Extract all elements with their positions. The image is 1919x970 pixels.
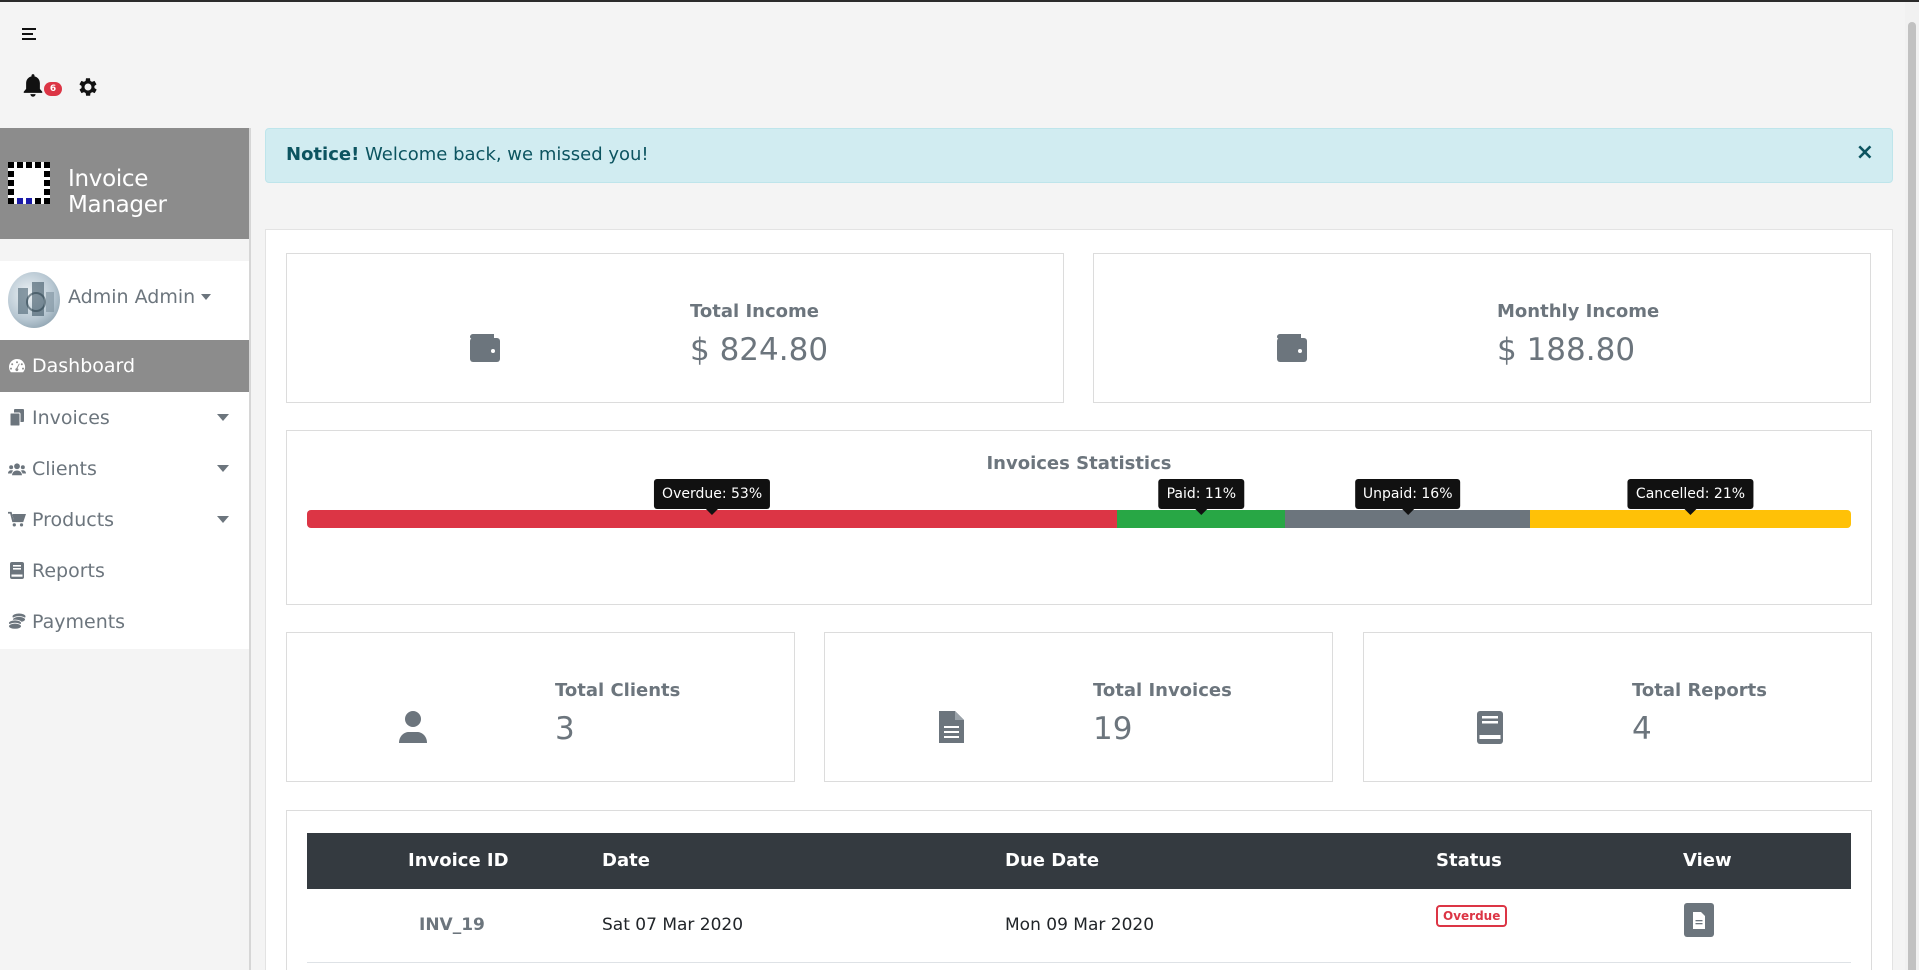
table-header: Invoice ID Date Due Date Status View <box>307 833 1851 889</box>
close-icon[interactable]: × <box>1855 140 1874 165</box>
user-name: Admin Admin <box>68 286 212 308</box>
invoice-statistics-card: Invoices Statistics Overdue: 53% Paid: 11… <box>286 430 1872 605</box>
sidebar-item-label: Reports <box>32 559 105 582</box>
copy-file-icon <box>8 409 26 427</box>
monthly-income-card: Monthly Income $ 188.80 <box>1093 253 1871 403</box>
invoice-statistics-title: Invoices Statistics <box>986 453 1172 474</box>
sidebar-item-label: Products <box>32 508 115 531</box>
page-scrollbar[interactable] <box>1905 2 1919 970</box>
monthly-income-value: $ 188.80 <box>1497 332 1636 368</box>
scrollbar-thumb[interactable] <box>1908 22 1916 970</box>
column-header-date[interactable]: Date <box>602 850 650 871</box>
sidebar-item-products[interactable]: Products <box>0 494 249 545</box>
total-invoices-card: Total Invoices 19 <box>824 632 1333 782</box>
total-reports-value: 4 <box>1632 711 1652 747</box>
file-text-icon <box>939 711 964 743</box>
notice-strong: Notice! <box>286 144 360 165</box>
total-clients-card: Total Clients 3 <box>286 632 795 782</box>
invoice-date: Sat 07 Mar 2020 <box>602 915 744 935</box>
notification-count-badge: 6 <box>44 82 62 96</box>
column-header-invoice-id[interactable]: Invoice ID <box>408 850 509 871</box>
total-reports-label: Total Reports <box>1632 680 1767 701</box>
total-income-value: $ 824.80 <box>690 332 829 368</box>
total-invoices-value: 19 <box>1093 711 1133 747</box>
total-income-label: Total Income <box>690 301 819 322</box>
app-title: Invoice Manager <box>68 166 167 218</box>
book-icon <box>1477 711 1503 744</box>
avatar <box>8 272 60 328</box>
table-row: INV_19 Sat 07 Mar 2020 Mon 09 Mar 2020 O… <box>307 889 1851 963</box>
invoice-due-date: Mon 09 Mar 2020 <box>1005 915 1155 935</box>
sidebar-nav: Dashboard Invoices Clients Pr <box>0 340 249 647</box>
dashboard-icon <box>8 357 26 375</box>
progress-segment[interactable] <box>1285 510 1530 528</box>
user-icon <box>399 711 427 743</box>
coins-icon <box>8 613 26 631</box>
chevron-down-icon <box>217 414 229 421</box>
dashboard-content: Total Income $ 824.80 Monthly Income $ 1… <box>265 229 1893 970</box>
cart-icon <box>8 511 26 529</box>
total-reports-card: Total Reports 4 <box>1363 632 1872 782</box>
file-icon <box>1693 911 1705 929</box>
sidebar: Invoice Manager Admin Admin Dashboard <box>0 128 251 970</box>
notice-alert: Notice! Welcome back, we missed you! × <box>265 128 1893 183</box>
wallet-icon <box>470 334 500 362</box>
invoice-status-progress-bar <box>307 510 1851 528</box>
progress-tooltip: Unpaid: 16% <box>1354 479 1461 515</box>
notice-text: Notice! Welcome back, we missed you! <box>286 144 649 165</box>
invoices-table-card: Invoice ID Date Due Date Status View INV… <box>286 810 1872 970</box>
status-badge: Overdue <box>1436 905 1508 927</box>
sidebar-item-label: Payments <box>32 610 126 633</box>
column-header-view[interactable]: View <box>1683 850 1732 871</box>
progress-segment[interactable] <box>1529 510 1851 528</box>
total-clients-label: Total Clients <box>555 680 681 701</box>
invoice-id-link[interactable]: INV_19 <box>419 915 485 935</box>
book-icon <box>8 562 26 580</box>
monthly-income-label: Monthly Income <box>1497 301 1660 322</box>
column-header-due-date[interactable]: Due Date <box>1005 850 1100 871</box>
avatar-image <box>18 282 54 316</box>
total-clients-value: 3 <box>555 711 575 747</box>
wallet-icon <box>1277 334 1307 362</box>
sidebar-item-invoices[interactable]: Invoices <box>0 392 249 443</box>
chevron-down-icon <box>217 465 229 472</box>
chevron-down-icon <box>201 294 212 300</box>
user-name-text: Admin Admin <box>68 286 196 308</box>
sidebar-item-label: Clients <box>32 457 97 480</box>
sidebar-item-clients[interactable]: Clients <box>0 443 249 494</box>
users-icon <box>8 460 26 478</box>
total-invoices-label: Total Invoices <box>1093 680 1232 701</box>
sidebar-item-payments[interactable]: Payments <box>0 596 249 647</box>
column-header-status[interactable]: Status <box>1436 850 1502 871</box>
sidebar-item-reports[interactable]: Reports <box>0 545 249 596</box>
progress-segment[interactable] <box>307 510 1118 528</box>
progress-tooltip: Paid: 11% <box>1158 479 1245 515</box>
menu-toggle-icon[interactable] <box>22 28 38 44</box>
sidebar-item-label: Dashboard <box>32 355 136 377</box>
chevron-down-icon <box>217 516 229 523</box>
sidebar-panel: Admin Admin Dashboard Invoices Cli <box>0 261 249 649</box>
app-logo <box>8 162 50 204</box>
sidebar-item-label: Invoices <box>32 406 110 429</box>
top-border <box>0 0 1919 2</box>
sidebar-item-dashboard[interactable]: Dashboard <box>0 340 249 392</box>
gear-icon[interactable] <box>76 75 100 99</box>
total-income-card: Total Income $ 824.80 <box>286 253 1064 403</box>
bell-icon[interactable] <box>20 72 46 100</box>
progress-tooltip: Overdue: 53% <box>654 479 771 515</box>
view-invoice-button[interactable] <box>1684 903 1714 937</box>
progress-segment[interactable] <box>1117 510 1286 528</box>
notice-message: Welcome back, we missed you! <box>365 144 649 165</box>
brand-header[interactable]: Invoice Manager <box>0 128 249 239</box>
top-bar: 6 <box>0 2 1919 128</box>
progress-tooltip: Cancelled: 21% <box>1627 479 1754 515</box>
user-menu[interactable]: Admin Admin <box>8 272 243 330</box>
